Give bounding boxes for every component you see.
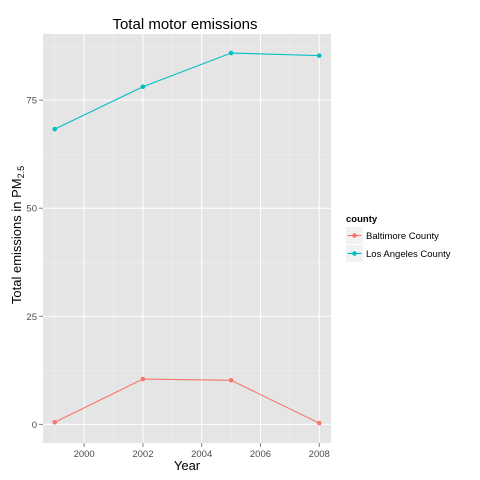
y-axis-tick-label: 50 xyxy=(26,204,37,215)
y-axis-tick-label: 75 xyxy=(26,96,37,107)
legend-key-point-baltimore-county xyxy=(352,233,357,238)
x-axis-tick-label: 2002 xyxy=(132,449,153,460)
x-axis-tick-label: 2008 xyxy=(309,449,330,460)
legend: county Baltimore County Los Angeles Count… xyxy=(346,214,451,262)
x-axis-tick-label: 2000 xyxy=(74,449,95,460)
data-point-baltimore-county xyxy=(140,376,146,382)
legend-title: county xyxy=(346,214,378,225)
y-axis-tick-label: 25 xyxy=(26,312,37,323)
data-point-los-angeles-county xyxy=(140,84,146,90)
data-point-los-angeles-county xyxy=(228,50,234,56)
y-axis-title-subscript: 2.5 xyxy=(16,166,26,179)
data-point-baltimore-county xyxy=(52,419,58,425)
x-axis-tick-label: 2006 xyxy=(250,449,271,460)
data-point-los-angeles-county xyxy=(52,126,58,132)
chart-title: Total motor emissions xyxy=(112,16,257,33)
legend-label-baltimore-county: Baltimore County xyxy=(366,231,439,242)
series-line-los-angeles-county xyxy=(54,52,320,130)
series-line-baltimore-county xyxy=(54,378,320,424)
data-point-baltimore-county xyxy=(228,378,234,383)
y-axis-title: Total emissions in PM2.5 xyxy=(9,166,26,304)
y-axis-tick-label: 0 xyxy=(32,420,37,431)
data-point-baltimore-county xyxy=(316,420,322,426)
legend-key-point-los-angeles-county xyxy=(352,251,357,256)
data-point-los-angeles-county xyxy=(316,53,322,58)
x-axis-title: Year xyxy=(174,458,201,473)
legend-label-los-angeles-county: Los Angeles County xyxy=(366,249,451,260)
plot-panel xyxy=(43,34,331,443)
x-axis-tick-label: 2004 xyxy=(191,449,212,460)
y-axis-title-main: Total emissions in PM xyxy=(9,178,24,304)
